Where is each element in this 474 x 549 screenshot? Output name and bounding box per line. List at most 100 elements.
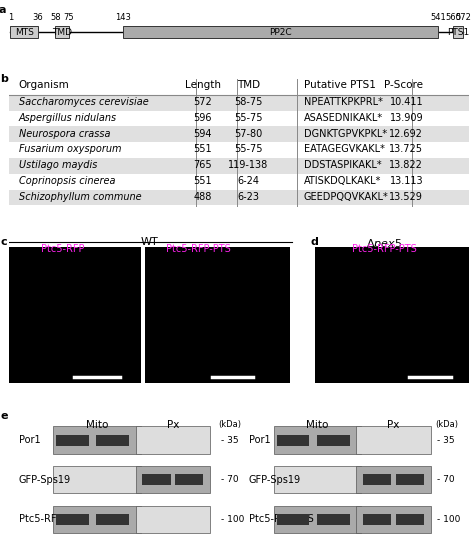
Text: Ptc5-RFP: Ptc5-RFP <box>18 514 62 524</box>
Bar <box>175 474 203 485</box>
Bar <box>277 435 310 445</box>
Text: 12.692: 12.692 <box>390 128 423 138</box>
Text: - 70: - 70 <box>221 475 238 484</box>
Bar <box>145 247 290 383</box>
Text: DDSTASPIKAKL*: DDSTASPIKAKL* <box>304 160 382 170</box>
Bar <box>56 435 89 445</box>
Bar <box>356 427 430 453</box>
Text: 58: 58 <box>50 13 61 23</box>
Text: 572: 572 <box>193 97 212 107</box>
Text: 765: 765 <box>193 160 212 170</box>
Text: TMD: TMD <box>237 80 260 90</box>
Bar <box>142 474 171 485</box>
Bar <box>454 26 463 38</box>
Text: (kDa): (kDa) <box>435 419 458 429</box>
Text: Organism: Organism <box>18 80 69 90</box>
Bar <box>317 514 350 525</box>
Bar <box>53 466 140 493</box>
Text: 596: 596 <box>193 113 212 123</box>
Bar <box>96 435 129 445</box>
Text: GFP-Sps19: GFP-Sps19 <box>18 475 71 485</box>
Bar <box>136 466 210 493</box>
Text: - 100: - 100 <box>221 515 245 524</box>
Text: 143: 143 <box>115 13 131 23</box>
Text: 57-80: 57-80 <box>235 128 263 138</box>
Bar <box>9 95 469 111</box>
Text: Fusarium oxysporum: Fusarium oxysporum <box>18 144 121 154</box>
Text: ATISKDQLKAKL*: ATISKDQLKAKL* <box>304 176 381 186</box>
Bar <box>9 126 469 142</box>
Text: 13.725: 13.725 <box>389 144 423 154</box>
Text: Ptc5-RFP-PTS: Ptc5-RFP-PTS <box>248 514 313 524</box>
Text: Coprinopsis cinerea: Coprinopsis cinerea <box>18 176 115 186</box>
Text: ASASEDNIKAKL*: ASASEDNIKAKL* <box>304 113 383 123</box>
Bar <box>363 514 391 525</box>
Bar <box>395 474 424 485</box>
Text: b: b <box>0 74 8 84</box>
Text: DGNKTGPVKPKL*: DGNKTGPVKPKL* <box>304 128 387 138</box>
Text: Ptc5-RFP: Ptc5-RFP <box>41 244 84 254</box>
Text: GEEDPQQVKAKL*: GEEDPQQVKAKL* <box>304 192 389 201</box>
Text: 551: 551 <box>193 144 212 154</box>
Text: 75: 75 <box>64 13 74 23</box>
Text: PTS1: PTS1 <box>447 27 469 37</box>
Text: d: d <box>310 237 319 247</box>
Bar <box>395 514 424 525</box>
Text: c: c <box>0 237 7 247</box>
Text: P-Score: P-Score <box>384 80 423 90</box>
Bar <box>363 474 391 485</box>
Bar <box>9 247 140 383</box>
Text: Px: Px <box>387 419 400 430</box>
Bar <box>9 189 469 205</box>
Text: 36: 36 <box>33 13 44 23</box>
Bar <box>356 506 430 533</box>
Text: $\it{\Delta pex5}$: $\it{\Delta pex5}$ <box>366 237 402 250</box>
Text: TMD: TMD <box>52 27 72 37</box>
Text: 560: 560 <box>446 13 461 23</box>
Text: Neurospora crassa: Neurospora crassa <box>18 128 110 138</box>
Bar <box>56 514 89 525</box>
Text: Mito: Mito <box>306 419 329 430</box>
Text: 55-75: 55-75 <box>234 144 263 154</box>
Text: 572: 572 <box>455 13 471 23</box>
Text: a: a <box>0 5 6 15</box>
Text: 6-23: 6-23 <box>237 192 260 201</box>
Text: 1: 1 <box>8 13 13 23</box>
Bar <box>9 142 469 158</box>
Text: - 35: - 35 <box>221 435 238 445</box>
Bar <box>315 247 469 383</box>
Bar <box>53 506 140 533</box>
Text: 13.909: 13.909 <box>390 113 423 123</box>
Bar <box>53 427 140 453</box>
Text: 13.529: 13.529 <box>390 192 423 201</box>
Text: PP2C: PP2C <box>269 27 292 37</box>
Text: 13.113: 13.113 <box>390 176 423 186</box>
Text: WT: WT <box>141 237 159 247</box>
Text: GFP-Sps19: GFP-Sps19 <box>248 475 301 485</box>
Bar <box>9 174 469 189</box>
Bar <box>356 466 430 493</box>
Text: Ptc5-RFP-PTS: Ptc5-RFP-PTS <box>165 244 230 254</box>
Text: 488: 488 <box>193 192 212 201</box>
Text: 10.411: 10.411 <box>390 97 423 107</box>
Text: - 35: - 35 <box>437 435 455 445</box>
Text: 551: 551 <box>193 176 212 186</box>
Bar <box>10 26 38 38</box>
Text: 13.822: 13.822 <box>390 160 423 170</box>
Bar <box>274 427 361 453</box>
Text: e: e <box>0 411 8 421</box>
Text: 119-138: 119-138 <box>228 160 269 170</box>
Bar <box>9 111 469 126</box>
Text: Putative PTS1: Putative PTS1 <box>304 80 375 90</box>
Text: Mito: Mito <box>86 419 108 430</box>
Text: (kDa): (kDa) <box>219 419 242 429</box>
Text: Ustilago maydis: Ustilago maydis <box>18 160 97 170</box>
Text: Px: Px <box>166 419 179 430</box>
Bar <box>277 514 310 525</box>
Text: Saccharomyces cerevisiae: Saccharomyces cerevisiae <box>18 97 148 107</box>
Text: 541: 541 <box>430 13 446 23</box>
Text: 6-24: 6-24 <box>237 176 260 186</box>
Text: MTS: MTS <box>15 27 34 37</box>
Text: - 70: - 70 <box>437 475 455 484</box>
Bar <box>136 427 210 453</box>
